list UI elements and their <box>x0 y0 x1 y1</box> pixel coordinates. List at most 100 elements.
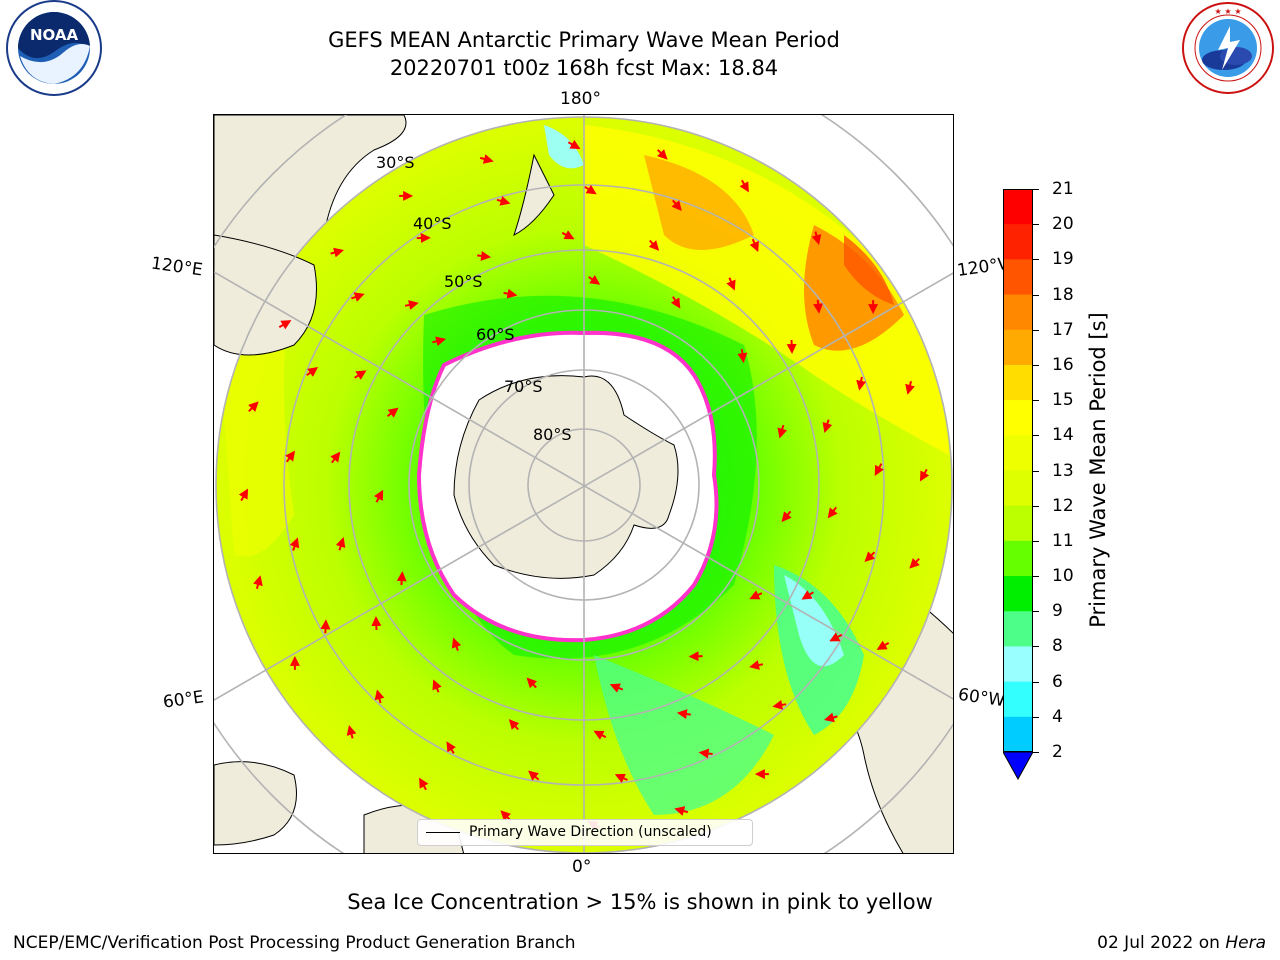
wave-arrow <box>238 488 249 502</box>
colorbar-tick-label: 16 <box>1052 354 1074 375</box>
noaa-logo: NOAA <box>6 0 102 96</box>
colorbar-bin <box>1003 189 1033 225</box>
colorbar-bin <box>1003 259 1033 296</box>
colorbar-tick-mark <box>1033 259 1039 261</box>
map-legend: Primary Wave Direction (unscaled) <box>417 819 753 846</box>
wave-arrow <box>739 179 749 193</box>
wave-arrow <box>419 777 429 791</box>
colorbar <box>1003 189 1033 780</box>
lon-label-60w: 60°W <box>956 684 1007 712</box>
lat-label-80s: 80°S <box>533 425 572 444</box>
colorbar-tick-mark <box>1033 189 1039 190</box>
colorbar-tick-label: 9 <box>1052 601 1063 622</box>
colorbar-tick-mark <box>1033 752 1039 753</box>
wave-arrow <box>698 748 713 759</box>
colorbar-underflow <box>1003 751 1033 780</box>
wave-arrow <box>371 616 382 631</box>
wave-arrow <box>876 640 890 650</box>
colorbar-tick-label: 15 <box>1052 390 1074 411</box>
colorbar-tick-mark <box>1033 646 1039 648</box>
map-subtitle: 20220701 t00z 168h fcst Max: 18.84 <box>389 56 779 80</box>
wave-arrow <box>829 632 843 642</box>
wave-arrow <box>823 712 838 723</box>
footer-credit: NCEP/EMC/Verification Post Processing Pr… <box>13 933 576 953</box>
footer-date: 02 Jul 2022 on Hera <box>1097 933 1266 953</box>
wave-arrow <box>609 683 624 693</box>
wave-arrow <box>822 419 833 434</box>
lon-label-60e: 60°E <box>161 687 206 713</box>
wave-arrow <box>335 536 346 551</box>
colorbar-tick-label: 8 <box>1052 636 1063 657</box>
svg-text:NOAA: NOAA <box>30 26 79 44</box>
wave-arrow <box>330 451 341 464</box>
colorbar-tick-label: 6 <box>1052 671 1063 692</box>
colorbar-bin <box>1003 505 1033 542</box>
wave-arrow <box>671 199 682 212</box>
wave-arrow <box>781 510 792 523</box>
sea-ice-note: Sea Ice Concentration > 15% is shown in … <box>347 890 933 914</box>
colorbar-bin <box>1003 364 1033 401</box>
wave-arrow <box>446 741 456 754</box>
colorbar-tick-mark <box>1033 716 1039 718</box>
wave-arrow <box>584 184 597 195</box>
colorbar-tick-mark <box>1033 400 1039 402</box>
wave-arrow <box>567 139 581 150</box>
wave-arrow <box>526 677 538 689</box>
lon-label-120e: 120°E <box>149 253 204 281</box>
colorbar-tick-label: 13 <box>1052 460 1074 481</box>
colorbar-tick-label: 18 <box>1052 284 1074 305</box>
wave-arrow <box>432 679 442 693</box>
colorbar-tick-label: 10 <box>1052 566 1074 587</box>
wave-arrow <box>813 299 824 314</box>
wave-arrow <box>676 709 691 720</box>
wave-arrow <box>508 719 520 731</box>
wave-arrow <box>588 274 601 285</box>
colorbar-bin <box>1003 611 1033 647</box>
wave-arrow <box>496 196 511 206</box>
wave-arrow <box>737 349 748 364</box>
wave-arrow <box>670 296 681 309</box>
wave-arrow <box>811 231 822 246</box>
wave-arrow <box>905 380 915 395</box>
wave-arrow <box>374 689 385 704</box>
colorbar-bin <box>1003 646 1033 683</box>
wave-arrow <box>289 537 300 551</box>
nws-logo: ★ ★ ★ <box>1182 2 1274 94</box>
colorbar-bin <box>1003 576 1033 612</box>
lon-label-180: 180° <box>560 89 601 109</box>
colorbar-tick-label: 20 <box>1052 214 1074 235</box>
colorbar-label: Primary Wave Mean Period [s] <box>1086 312 1110 628</box>
colorbar-bin <box>1003 294 1033 331</box>
colorbar-tick-mark <box>1033 329 1039 331</box>
colorbar-tick-label: 12 <box>1052 495 1074 516</box>
colorbar-tick-label: 4 <box>1052 706 1063 727</box>
colorbar-tick-mark <box>1033 364 1039 366</box>
lon-label-0: 0° <box>572 857 592 877</box>
colorbar-tick-mark <box>1033 576 1039 578</box>
colorbar-tick-mark <box>1033 681 1039 683</box>
wave-arrow <box>285 450 296 463</box>
wave-arrow <box>614 773 628 783</box>
wave-arrow <box>648 239 660 251</box>
colorbar-tick-label: 11 <box>1052 530 1074 551</box>
footer-date-text: 02 Jul 2022 on <box>1097 933 1226 953</box>
colorbar-tick-mark <box>1033 294 1039 296</box>
wave-arrow <box>451 637 462 651</box>
wave-arrow <box>374 489 384 503</box>
map-canvas <box>214 115 953 853</box>
footer-host: Hera <box>1225 933 1266 953</box>
wave-arrow <box>253 575 263 590</box>
colorbar-bin <box>1003 540 1033 577</box>
colorbar-bin <box>1003 400 1033 436</box>
wave-arrow <box>503 288 518 299</box>
lat-label-70s: 70°S <box>504 377 543 396</box>
wave-arrow <box>386 407 399 418</box>
map-panel: 30°S 40°S 50°S 60°S 70°S 80°S Primary Wa… <box>213 114 954 854</box>
wave-arrow <box>909 557 920 569</box>
colorbar-tick-label: 2 <box>1052 742 1063 762</box>
wave-arrow <box>479 154 494 164</box>
wave-arrow <box>749 238 759 253</box>
colorbar-tick-mark <box>1033 224 1039 226</box>
colorbar-bin <box>1003 681 1033 718</box>
svg-text:★ ★ ★: ★ ★ ★ <box>1214 7 1241 16</box>
